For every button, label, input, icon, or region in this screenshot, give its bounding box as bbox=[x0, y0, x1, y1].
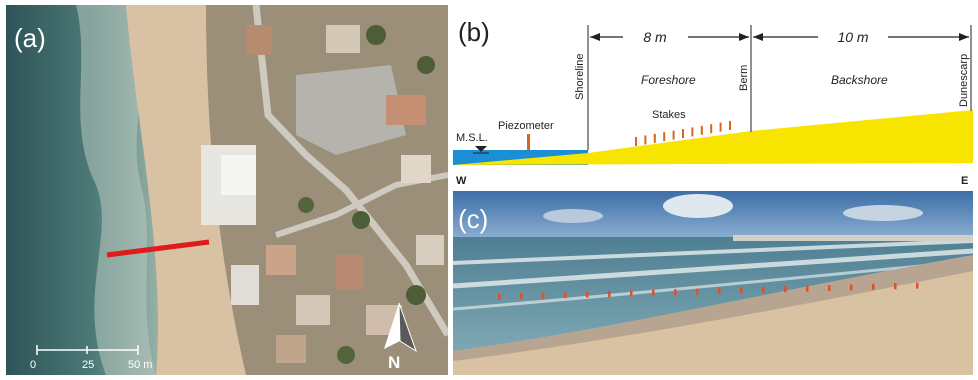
aerial-photo: (a) 0 25 50 m N bbox=[6, 5, 448, 375]
panel-label-a: (a) bbox=[14, 23, 46, 53]
cloud bbox=[663, 194, 733, 218]
dunescarp-label: Dunescarp bbox=[958, 54, 970, 107]
stake-marker bbox=[635, 137, 637, 146]
building bbox=[276, 335, 306, 363]
stakes-label: Stakes bbox=[652, 109, 686, 121]
stakes-group bbox=[635, 121, 731, 146]
cloud bbox=[543, 209, 603, 223]
transect-line bbox=[106, 239, 210, 258]
building bbox=[296, 295, 330, 325]
east-label: E bbox=[961, 175, 968, 187]
photo-stake bbox=[850, 284, 853, 291]
beach-photo-panel: (c) bbox=[453, 191, 973, 375]
stake-marker bbox=[672, 130, 675, 140]
cloud bbox=[843, 205, 923, 221]
road bbox=[252, 5, 448, 337]
tree bbox=[417, 56, 435, 74]
beach-area bbox=[126, 5, 251, 375]
tree bbox=[352, 211, 370, 229]
profile-svg: 8 m 10 m Shoreline Berm Dunescarp Foresh… bbox=[453, 17, 973, 187]
surf-foam bbox=[76, 5, 156, 375]
panel-label-b: (b) bbox=[458, 17, 490, 47]
photo-stake bbox=[740, 287, 743, 294]
stake-marker bbox=[710, 124, 713, 134]
photo-stake bbox=[828, 285, 831, 291]
north-label: N bbox=[388, 353, 400, 372]
backshore-label: Backshore bbox=[831, 73, 888, 87]
tree bbox=[406, 285, 426, 305]
photo-stake bbox=[520, 293, 523, 300]
plaza bbox=[296, 65, 406, 155]
building bbox=[401, 155, 431, 183]
photo-stake bbox=[762, 286, 765, 293]
scale-tick-0: 0 bbox=[30, 359, 36, 371]
photo-stake bbox=[542, 292, 545, 299]
photo-stake bbox=[696, 288, 699, 295]
stakes-row bbox=[498, 282, 919, 300]
building bbox=[386, 95, 426, 125]
berm-label: Berm bbox=[738, 65, 750, 91]
photo-stake bbox=[608, 291, 611, 297]
dimension-label-8m: 8 m bbox=[643, 29, 667, 45]
west-label: W bbox=[456, 175, 467, 187]
aerial-photo-panel: (a) 0 25 50 m N bbox=[6, 5, 448, 375]
wave bbox=[453, 259, 973, 311]
dimension-label-10m: 10 m bbox=[837, 29, 868, 45]
stake-marker bbox=[719, 122, 722, 132]
msl-marker-icon bbox=[475, 146, 487, 152]
panel-label-c: (c) bbox=[458, 204, 488, 234]
photo-stake bbox=[586, 291, 589, 298]
foreshore-label: Foreshore bbox=[641, 73, 696, 87]
building bbox=[326, 25, 360, 53]
photo-stake bbox=[564, 292, 567, 299]
building bbox=[416, 235, 444, 265]
shoreline-label: Shoreline bbox=[574, 54, 586, 100]
building bbox=[336, 255, 364, 289]
scale-tick-50: 50 m bbox=[128, 359, 152, 371]
tree bbox=[366, 25, 386, 45]
stake-marker bbox=[729, 121, 731, 130]
dimension-arrow-8m bbox=[590, 33, 749, 41]
stake-marker bbox=[682, 129, 684, 138]
beach-profile-diagram: 8 m 10 m Shoreline Berm Dunescarp Foresh… bbox=[453, 5, 973, 188]
piezometer-icon bbox=[527, 134, 530, 150]
stake-marker bbox=[644, 135, 647, 145]
tree bbox=[337, 346, 355, 364]
scale-tick-25: 25 bbox=[82, 359, 94, 371]
photo-stake bbox=[806, 285, 809, 292]
wave bbox=[453, 248, 973, 289]
photo-stake bbox=[630, 290, 633, 297]
photo-stake bbox=[872, 283, 875, 290]
beach-photo: (c) bbox=[453, 191, 973, 375]
dimension-arrow-10m bbox=[753, 33, 969, 41]
piezometer-label: Piezometer bbox=[498, 120, 554, 132]
sand-profile bbox=[453, 110, 973, 165]
distant-town bbox=[733, 235, 973, 241]
stake-marker bbox=[700, 125, 703, 135]
stake-marker bbox=[691, 127, 694, 137]
building bbox=[246, 25, 272, 55]
building bbox=[231, 265, 259, 305]
photo-stake bbox=[784, 286, 787, 293]
wet-sand bbox=[453, 255, 973, 361]
scale-bar: 0 25 50 m bbox=[30, 345, 152, 371]
tree bbox=[298, 197, 314, 213]
stake-marker bbox=[653, 133, 656, 143]
msl-label: M.S.L. bbox=[456, 132, 488, 144]
photo-stake bbox=[916, 282, 919, 289]
building bbox=[221, 155, 256, 195]
photo-stake bbox=[718, 288, 721, 294]
photo-stake bbox=[894, 283, 897, 290]
north-arrow-icon: N bbox=[384, 302, 417, 372]
photo-stake bbox=[652, 289, 655, 296]
building bbox=[266, 245, 296, 275]
photo-stake bbox=[498, 294, 501, 300]
stake-marker bbox=[663, 132, 666, 142]
photo-stake bbox=[674, 289, 677, 296]
wave bbox=[453, 239, 973, 265]
